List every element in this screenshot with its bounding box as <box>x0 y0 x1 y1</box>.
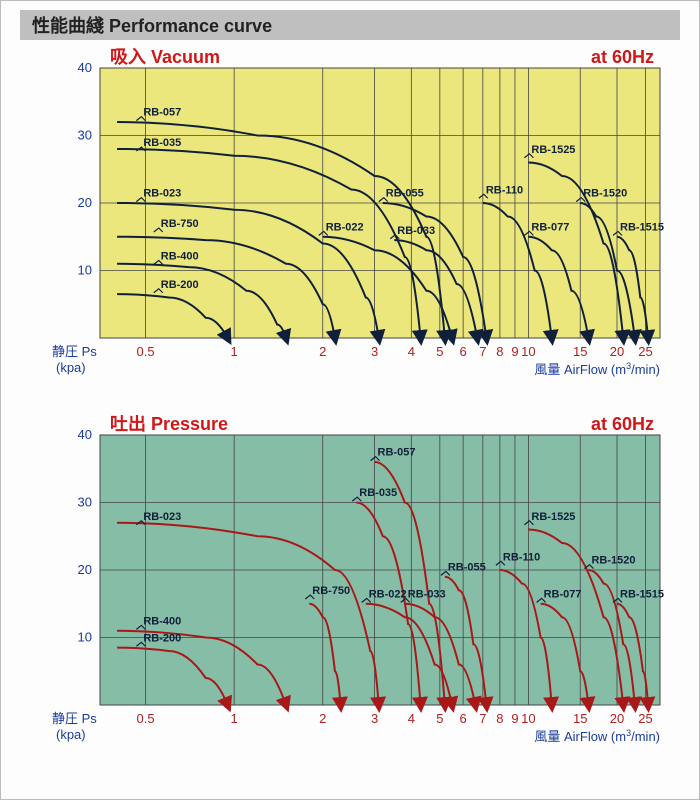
y-axis-label: 静圧 Ps <box>52 344 97 359</box>
series-label-RB-035: RB-035 <box>143 137 181 149</box>
series-label-RB-023: RB-023 <box>143 188 181 200</box>
x-tick-label: 25 <box>638 711 652 726</box>
x-tick-label: 5 <box>436 711 443 726</box>
x-tick-label: 3 <box>371 711 378 726</box>
series-label-RB-055: RB-055 <box>448 561 486 573</box>
x-tick-label: 9 <box>511 711 518 726</box>
x-tick-label: 20 <box>610 344 624 359</box>
chart-vacuum: 102030400.512345678910152025吸入 Vacuumat … <box>10 48 690 408</box>
series-label-RB-110: RB-110 <box>486 184 523 196</box>
chart-pressure: 102030400.512345678910152025吐出 Pressurea… <box>10 415 690 775</box>
series-label-RB-077: RB-077 <box>531 221 569 233</box>
series-label-RB-1515: RB-1515 <box>620 588 664 600</box>
series-label-RB-077: RB-077 <box>544 588 582 600</box>
series-label-RB-1520: RB-1520 <box>591 555 635 567</box>
x-tick-label: 15 <box>573 344 587 359</box>
chart-holder-vacuum: 102030400.512345678910152025吸入 Vacuumat … <box>10 48 690 408</box>
x-tick-label: 3 <box>371 344 378 359</box>
series-label-RB-400: RB-400 <box>161 250 199 262</box>
x-axis-label: 風量 AirFlow (m3/min) <box>534 361 660 377</box>
y-tick-label: 30 <box>78 495 92 510</box>
series-label-RB-033: RB-033 <box>397 225 435 237</box>
series-label-RB-035: RB-035 <box>359 487 397 499</box>
y-tick-label: 40 <box>78 60 92 75</box>
x-tick-label: 6 <box>460 344 467 359</box>
x-tick-label: 15 <box>573 711 587 726</box>
x-tick-label: 4 <box>408 344 415 359</box>
y-tick-label: 20 <box>78 195 92 210</box>
series-label-RB-750: RB-750 <box>161 218 199 230</box>
series-label-RB-033: RB-033 <box>408 588 446 600</box>
y-tick-label: 20 <box>78 562 92 577</box>
series-label-RB-057: RB-057 <box>378 447 416 459</box>
series-label-RB-200: RB-200 <box>143 632 181 644</box>
x-tick-label: 5 <box>436 344 443 359</box>
series-label-RB-400: RB-400 <box>143 615 181 627</box>
x-tick-label: 2 <box>319 711 326 726</box>
y-tick-label: 10 <box>78 263 92 278</box>
y-axis-label: 静圧 Ps <box>52 711 97 726</box>
series-label-RB-057: RB-057 <box>143 107 181 119</box>
x-axis-label: 風量 AirFlow (m3/min) <box>534 728 660 744</box>
page-title: 性能曲綫 Performance curve <box>32 12 272 38</box>
x-tick-label: 20 <box>610 711 624 726</box>
y-axis-unit: (kpa) <box>56 727 86 742</box>
chart-holder-pressure: 102030400.512345678910152025吐出 Pressurea… <box>10 415 690 775</box>
series-label-RB-022: RB-022 <box>369 588 407 600</box>
y-tick-label: 10 <box>78 630 92 645</box>
x-tick-label: 10 <box>521 711 535 726</box>
x-tick-label: 9 <box>511 344 518 359</box>
series-label-RB-022: RB-022 <box>326 221 364 233</box>
x-tick-label: 7 <box>479 344 486 359</box>
chart-title: 吸入 Vacuum <box>110 48 220 67</box>
x-tick-label: 6 <box>460 711 467 726</box>
y-axis-unit: (kpa) <box>56 360 86 375</box>
series-label-RB-110: RB-110 <box>503 551 540 563</box>
series-label-RB-1520: RB-1520 <box>583 188 627 200</box>
y-tick-label: 30 <box>78 128 92 143</box>
chart-freq: at 60Hz <box>591 415 654 434</box>
series-label-RB-200: RB-200 <box>161 279 199 291</box>
series-label-RB-055: RB-055 <box>386 188 424 200</box>
page: 性能曲綫 Performance curve 10 20 30 40 0.5 1 2 3 4 5 6… <box>0 0 700 800</box>
x-tick-label: 0.5 <box>137 344 155 359</box>
series-label-RB-1515: RB-1515 <box>620 221 664 233</box>
x-tick-label: 1 <box>231 711 238 726</box>
x-tick-label: 7 <box>479 711 486 726</box>
x-tick-label: 10 <box>521 344 535 359</box>
y-tick-label: 40 <box>78 427 92 442</box>
x-tick-label: 1 <box>231 344 238 359</box>
x-tick-label: 8 <box>496 711 503 726</box>
chart-freq: at 60Hz <box>591 48 654 67</box>
series-label-RB-1525: RB-1525 <box>531 511 575 523</box>
x-tick-label: 25 <box>638 344 652 359</box>
page-title-bar: 性能曲綫 Performance curve <box>20 10 680 40</box>
x-tick-label: 0.5 <box>137 711 155 726</box>
x-tick-label: 2 <box>319 344 326 359</box>
series-label-RB-750: RB-750 <box>312 585 350 597</box>
x-tick-label: 8 <box>496 344 503 359</box>
x-tick-label: 4 <box>408 711 415 726</box>
series-label-RB-023: RB-023 <box>143 511 181 523</box>
chart-title: 吐出 Pressure <box>110 415 228 434</box>
series-label-RB-1525: RB-1525 <box>531 144 575 156</box>
